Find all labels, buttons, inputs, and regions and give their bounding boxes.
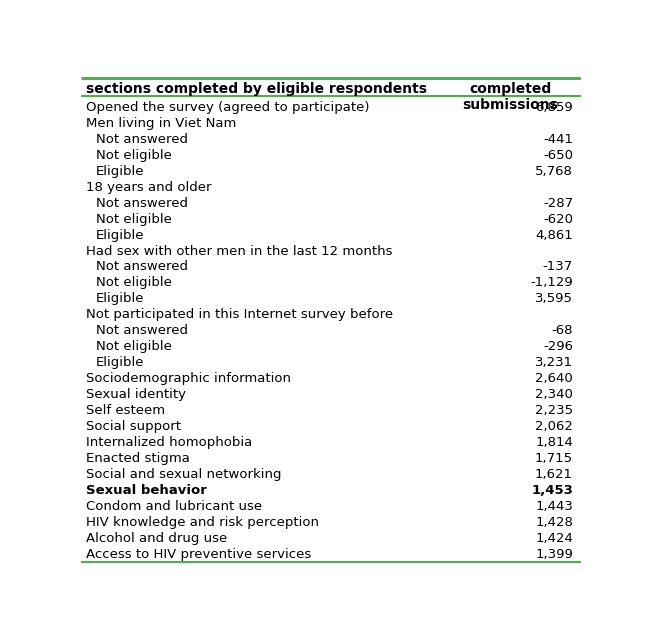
Text: Condom and lubricant use: Condom and lubricant use	[86, 500, 262, 513]
Text: Not eligible: Not eligible	[95, 213, 172, 225]
Text: 1,424: 1,424	[535, 532, 573, 545]
Text: Not participated in this Internet survey before: Not participated in this Internet survey…	[86, 308, 393, 322]
Text: -441: -441	[543, 133, 573, 146]
Text: 1,715: 1,715	[535, 452, 573, 465]
Text: Access to HIV preventive services: Access to HIV preventive services	[86, 548, 311, 561]
Text: Not eligible: Not eligible	[95, 340, 172, 353]
Text: 2,062: 2,062	[535, 421, 573, 433]
Text: Not answered: Not answered	[95, 133, 188, 146]
Text: Sexual identity: Sexual identity	[86, 388, 186, 401]
Text: Sexual behavior: Sexual behavior	[86, 484, 206, 497]
Text: 4,861: 4,861	[535, 229, 573, 241]
Text: 1,814: 1,814	[535, 436, 573, 449]
Text: Not answered: Not answered	[95, 324, 188, 338]
Text: Enacted stigma: Enacted stigma	[86, 452, 190, 465]
Text: -650: -650	[543, 149, 573, 162]
Text: 1,428: 1,428	[535, 516, 573, 529]
Text: HIV knowledge and risk perception: HIV knowledge and risk perception	[86, 516, 319, 529]
Text: Opened the survey (agreed to participate): Opened the survey (agreed to participate…	[86, 101, 369, 114]
Text: 1,399: 1,399	[535, 548, 573, 561]
Text: Eligible: Eligible	[95, 293, 144, 306]
Text: -68: -68	[551, 324, 573, 338]
Text: Social and sexual networking: Social and sexual networking	[86, 468, 281, 481]
Text: Men living in Viet Nam: Men living in Viet Nam	[86, 117, 236, 130]
Text: Internalized homophobia: Internalized homophobia	[86, 436, 252, 449]
Text: Self esteem: Self esteem	[86, 404, 164, 417]
Text: -620: -620	[543, 213, 573, 225]
Text: 1,443: 1,443	[535, 500, 573, 513]
Text: -296: -296	[543, 340, 573, 353]
Text: 2,235: 2,235	[535, 404, 573, 417]
Text: Eligible: Eligible	[95, 229, 144, 241]
Text: 6,859: 6,859	[535, 101, 573, 114]
Text: Alcohol and drug use: Alcohol and drug use	[86, 532, 227, 545]
Text: 3,595: 3,595	[535, 293, 573, 306]
Text: Eligible: Eligible	[95, 164, 144, 178]
Text: Not eligible: Not eligible	[95, 149, 172, 162]
Text: Eligible: Eligible	[95, 356, 144, 369]
Text: -1,129: -1,129	[530, 277, 573, 290]
Text: 2,640: 2,640	[535, 372, 573, 385]
Text: 2,340: 2,340	[535, 388, 573, 401]
Text: Not answered: Not answered	[95, 261, 188, 273]
Text: sections completed by eligible respondents: sections completed by eligible responden…	[86, 82, 426, 96]
Text: 5,768: 5,768	[535, 164, 573, 178]
Text: Not eligible: Not eligible	[95, 277, 172, 290]
Text: -137: -137	[542, 261, 573, 273]
Text: -287: -287	[543, 196, 573, 209]
Text: completed
submissions: completed submissions	[462, 82, 559, 112]
Text: 1,453: 1,453	[531, 484, 573, 497]
Text: Sociodemographic information: Sociodemographic information	[86, 372, 291, 385]
Text: 3,231: 3,231	[535, 356, 573, 369]
Text: Had sex with other men in the last 12 months: Had sex with other men in the last 12 mo…	[86, 245, 392, 257]
Text: Not answered: Not answered	[95, 196, 188, 209]
Text: Social support: Social support	[86, 421, 181, 433]
Text: 1,621: 1,621	[535, 468, 573, 481]
Text: 18 years and older: 18 years and older	[86, 180, 211, 194]
